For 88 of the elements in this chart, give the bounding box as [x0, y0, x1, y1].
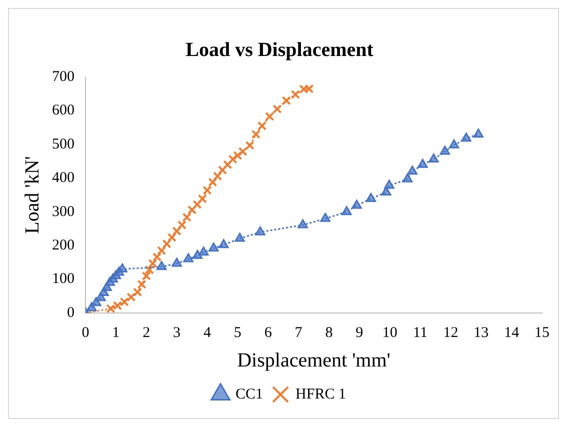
point [238, 146, 248, 156]
point [298, 219, 308, 228]
point [366, 192, 376, 202]
point [257, 121, 267, 130]
point [137, 280, 146, 289]
point [272, 104, 282, 114]
point [172, 258, 182, 267]
point [156, 261, 167, 270]
x-axis-title: Displacement 'mm' [237, 349, 390, 372]
y-axis-title: Load 'kN' [21, 156, 44, 234]
point [218, 166, 227, 175]
point [255, 226, 266, 236]
x-tick-label: 2 [142, 324, 150, 341]
point [187, 205, 197, 214]
point [320, 212, 330, 222]
x-tick-label: 10 [382, 324, 398, 341]
y-tick-label: 0 [67, 304, 74, 321]
point [418, 158, 428, 168]
x-tick-label: 11 [413, 324, 428, 341]
x-tick-label: 15 [534, 324, 550, 341]
point [106, 304, 116, 313]
y-tick-label: 100 [52, 271, 74, 288]
point [290, 90, 300, 100]
point [167, 232, 176, 242]
point [117, 263, 128, 272]
x-tick-label: 13 [474, 324, 489, 341]
point [407, 166, 418, 175]
y-tick-label: 600 [52, 102, 74, 119]
point [245, 140, 254, 150]
point [223, 160, 232, 170]
point [162, 239, 172, 248]
y-tick-label: 500 [52, 136, 74, 152]
point [133, 288, 142, 297]
point [120, 297, 129, 306]
point [182, 212, 192, 222]
x-tick-label: 9 [356, 324, 364, 341]
point [198, 246, 209, 256]
point [177, 220, 187, 230]
chart-title: Load vs Displacement [186, 39, 374, 62]
point [213, 172, 222, 181]
point [112, 301, 122, 310]
point [198, 194, 207, 204]
point [384, 180, 394, 189]
point [218, 239, 229, 248]
x-tick-label: 8 [325, 324, 333, 341]
x-tick-label: 12 [443, 324, 458, 341]
point [208, 178, 218, 187]
point [448, 139, 460, 148]
point [402, 173, 413, 182]
point [233, 151, 242, 160]
point [299, 84, 308, 94]
point [126, 292, 136, 302]
x-tick-label: 7 [294, 324, 303, 341]
x-tick-label: 5 [234, 324, 242, 341]
point [352, 200, 362, 209]
point [282, 96, 291, 106]
point [428, 154, 439, 163]
point [157, 246, 166, 256]
point [304, 84, 314, 94]
x-tick-label: 0 [82, 324, 90, 341]
point [91, 297, 102, 306]
x-tick-label: 6 [264, 324, 272, 341]
point [86, 302, 97, 312]
point [183, 253, 194, 262]
x-tick-label: 14 [504, 324, 520, 341]
y-tick-label: 400 [52, 170, 74, 186]
x-tick-label: 3 [173, 324, 181, 341]
point [228, 154, 238, 164]
point [152, 252, 162, 262]
point [440, 146, 450, 155]
point [192, 200, 202, 209]
point [251, 130, 260, 139]
y-tick-label: 700 [52, 68, 74, 85]
point [342, 206, 352, 216]
legend-label: CC1 [236, 386, 264, 402]
point [461, 132, 472, 142]
x-tick-label: 4 [203, 324, 212, 341]
legend-label: HFRC 1 [296, 386, 346, 402]
point [265, 112, 274, 121]
point [473, 128, 484, 138]
y-tick-label: 200 [52, 238, 74, 254]
point [208, 242, 219, 252]
point [202, 186, 212, 195]
y-tick-label: 300 [52, 204, 74, 220]
x-tick-label: 1 [112, 324, 120, 341]
point [192, 250, 203, 259]
point [234, 232, 245, 242]
point [172, 226, 182, 236]
